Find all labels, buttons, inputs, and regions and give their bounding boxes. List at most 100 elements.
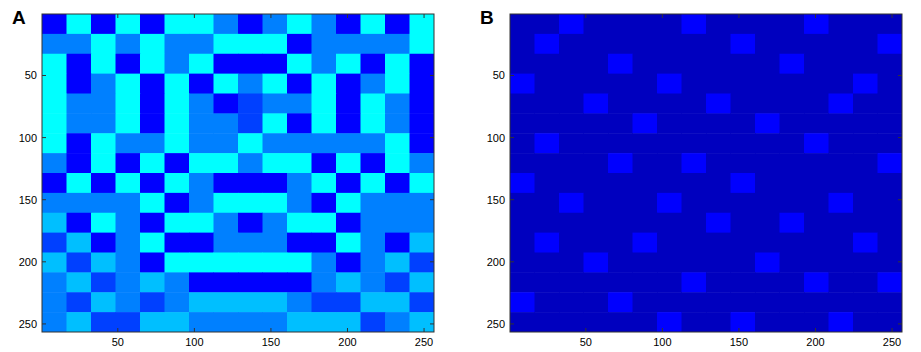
cell bbox=[312, 173, 337, 193]
cell bbox=[238, 213, 263, 233]
cell bbox=[361, 213, 386, 233]
x-tick-label: 150 bbox=[730, 336, 748, 348]
cell bbox=[336, 193, 361, 213]
cell bbox=[657, 193, 682, 213]
cell bbox=[633, 34, 658, 54]
cell bbox=[214, 173, 239, 193]
cell bbox=[584, 34, 609, 54]
cell bbox=[336, 74, 361, 94]
cell bbox=[559, 113, 584, 133]
cell bbox=[780, 173, 805, 193]
y-tick bbox=[510, 199, 514, 200]
cell bbox=[263, 94, 288, 114]
y-tick bbox=[510, 261, 514, 262]
cell bbox=[706, 173, 731, 193]
cell bbox=[214, 253, 239, 273]
cell bbox=[336, 173, 361, 193]
cell bbox=[385, 193, 410, 213]
cell bbox=[682, 312, 707, 332]
cell bbox=[287, 34, 312, 54]
cell bbox=[91, 292, 116, 312]
cell bbox=[410, 133, 435, 153]
cell bbox=[287, 292, 312, 312]
cell bbox=[287, 153, 312, 173]
cell bbox=[731, 292, 756, 312]
cell bbox=[853, 292, 878, 312]
cell bbox=[165, 213, 190, 233]
cell bbox=[584, 213, 609, 233]
cell bbox=[780, 233, 805, 253]
cell bbox=[140, 54, 165, 74]
cell bbox=[682, 213, 707, 233]
cell bbox=[385, 14, 410, 34]
x-tick bbox=[270, 14, 271, 18]
cell bbox=[42, 34, 67, 54]
cell bbox=[535, 34, 560, 54]
cell bbox=[829, 113, 854, 133]
cell bbox=[214, 113, 239, 133]
cell bbox=[878, 213, 903, 233]
cell bbox=[238, 34, 263, 54]
x-tick bbox=[585, 14, 586, 18]
cell bbox=[657, 34, 682, 54]
cell bbox=[336, 153, 361, 173]
cell bbox=[410, 213, 435, 233]
cell bbox=[385, 113, 410, 133]
cell bbox=[336, 213, 361, 233]
cell bbox=[510, 253, 535, 273]
cell bbox=[706, 113, 731, 133]
cell bbox=[91, 14, 116, 34]
cell bbox=[584, 14, 609, 34]
cell bbox=[312, 133, 337, 153]
cell bbox=[116, 133, 141, 153]
cell bbox=[510, 14, 535, 34]
cell bbox=[682, 94, 707, 114]
cell bbox=[804, 153, 829, 173]
cell bbox=[829, 54, 854, 74]
cell bbox=[165, 292, 190, 312]
cell bbox=[263, 312, 288, 332]
cell bbox=[116, 272, 141, 292]
cell bbox=[263, 74, 288, 94]
cell bbox=[510, 133, 535, 153]
cell bbox=[657, 54, 682, 74]
cell bbox=[584, 233, 609, 253]
y-tick bbox=[430, 323, 434, 324]
cell bbox=[682, 272, 707, 292]
cell bbox=[608, 272, 633, 292]
cell bbox=[731, 34, 756, 54]
cell bbox=[510, 34, 535, 54]
cell bbox=[657, 94, 682, 114]
x-tick bbox=[815, 14, 816, 18]
cell bbox=[510, 213, 535, 233]
cell bbox=[706, 133, 731, 153]
cell bbox=[804, 133, 829, 153]
cell bbox=[287, 133, 312, 153]
cell bbox=[535, 133, 560, 153]
cell bbox=[312, 213, 337, 233]
cell bbox=[385, 133, 410, 153]
cell bbox=[287, 94, 312, 114]
cell bbox=[140, 272, 165, 292]
cell bbox=[633, 173, 658, 193]
cell bbox=[67, 74, 92, 94]
cell bbox=[559, 173, 584, 193]
cell bbox=[706, 213, 731, 233]
cell bbox=[361, 173, 386, 193]
cell bbox=[829, 292, 854, 312]
cell bbox=[385, 253, 410, 273]
cell bbox=[608, 133, 633, 153]
cell bbox=[829, 272, 854, 292]
x-tick bbox=[117, 328, 118, 332]
y-tick-label: 150 bbox=[19, 194, 37, 206]
cell bbox=[829, 153, 854, 173]
cell bbox=[238, 193, 263, 213]
cell bbox=[682, 173, 707, 193]
cell bbox=[510, 74, 535, 94]
cell bbox=[312, 113, 337, 133]
cell bbox=[410, 113, 435, 133]
x-tick-label: 50 bbox=[580, 336, 592, 348]
cell bbox=[731, 233, 756, 253]
cell bbox=[584, 193, 609, 213]
cell bbox=[706, 272, 731, 292]
